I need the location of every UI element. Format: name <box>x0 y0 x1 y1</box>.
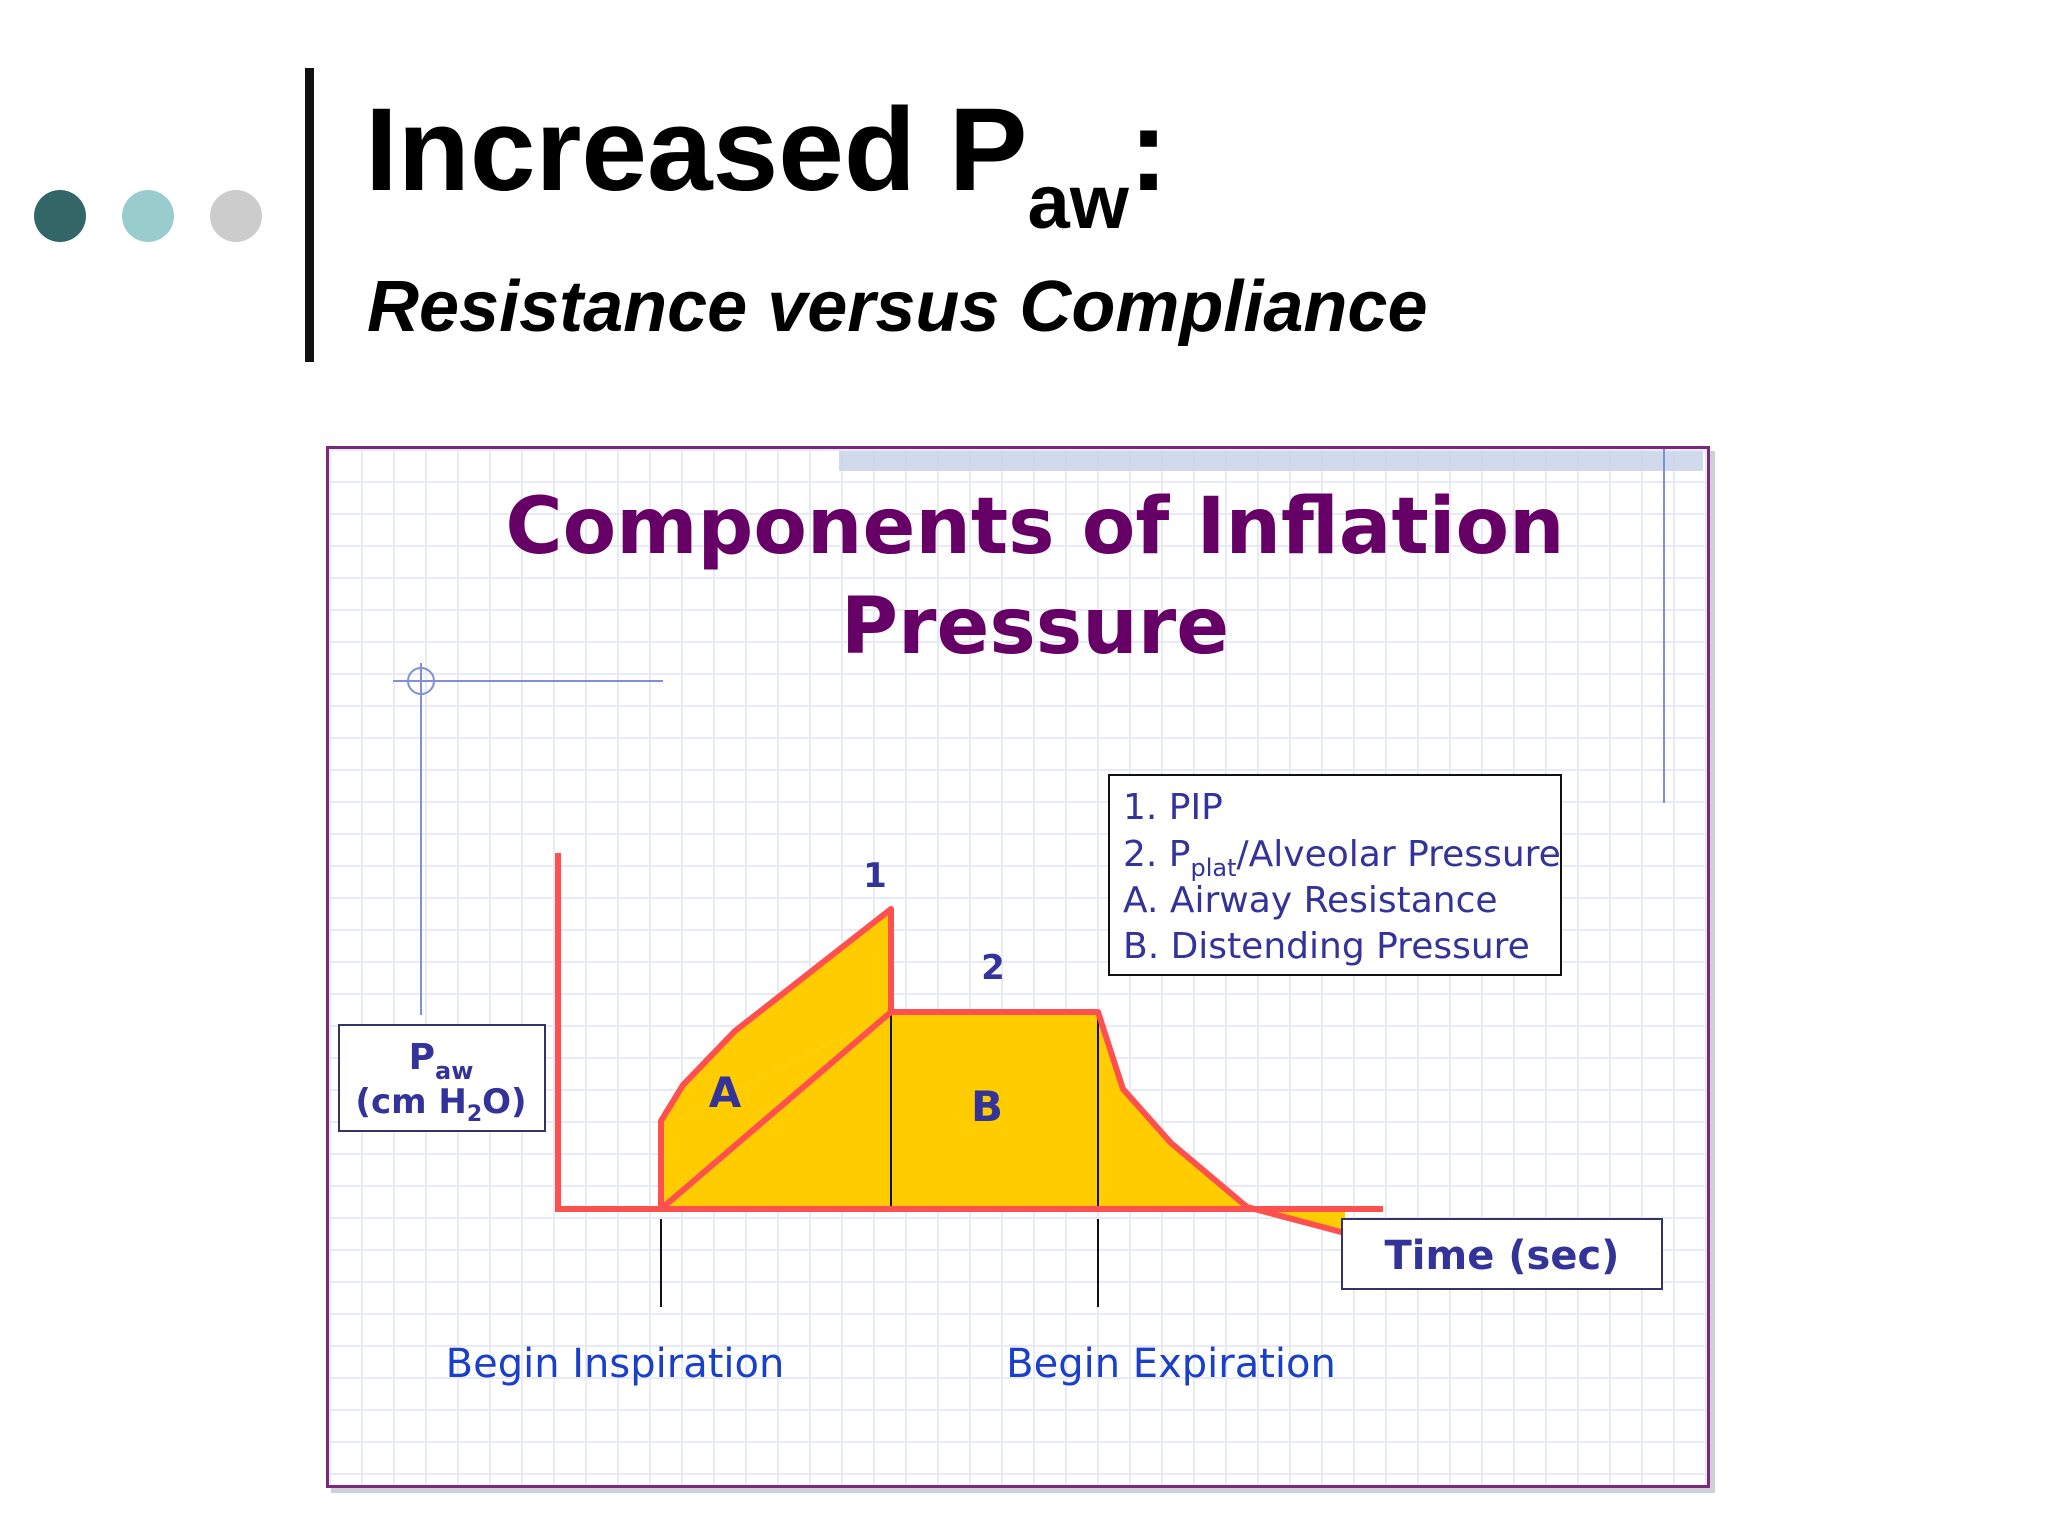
title-divider-bar <box>305 68 314 362</box>
slide-title: Increased Paw: <box>365 80 1169 245</box>
y-axis-label-line2: (cm H2O) <box>355 1082 526 1127</box>
region-a-label: A <box>709 1068 742 1117</box>
legend-item-pplat: 2. Pplat/Alveolar Pressure <box>1123 834 1561 882</box>
region-a-fill <box>661 909 891 1129</box>
inflation-pressure-diagram: Components of Inflation Pressure 1. PIP … <box>338 449 1703 1387</box>
marker-pip-1: 1 <box>863 856 887 896</box>
x-axis-label-box <box>1341 1218 1663 1290</box>
diagram-heading-line2: Pressure <box>841 582 1229 672</box>
begin-expiration-label: Begin Expiration <box>1006 1341 1336 1387</box>
legend-item-pip: 1. PIP <box>1123 787 1223 828</box>
title-subscript: aw <box>1027 160 1129 245</box>
region-b-label: B <box>971 1082 1003 1131</box>
pressure-curve <box>658 906 1346 1236</box>
light-teal-dot <box>122 190 174 242</box>
slide-subtitle: Resistance versus Compliance <box>367 267 1428 347</box>
y-axis-label-line1: Paw <box>409 1037 474 1085</box>
gray-dot <box>210 190 262 242</box>
x-axis-label: Time (sec) <box>1385 1233 1620 1279</box>
inflation-pressure-figure: Components of Inflation Pressure 1. PIP … <box>326 446 1710 1488</box>
distending-pressure-diagonal <box>659 1009 893 1212</box>
legend-item-airway-resistance: A. Airway Resistance <box>1123 880 1498 921</box>
diagram-heading-line1: Components of Inflation <box>505 482 1564 572</box>
legend-box <box>1108 774 1562 976</box>
y-axis-label-box <box>338 1024 546 1132</box>
dark-teal-dot <box>34 190 86 242</box>
legend-item-distending-pressure: B. Distending Pressure <box>1123 926 1530 967</box>
title-colon: : <box>1128 84 1169 216</box>
begin-inspiration-label: Begin Inspiration <box>446 1341 785 1387</box>
marker-pplat-2: 2 <box>981 948 1005 988</box>
decorative-dotted-strip <box>839 451 1703 471</box>
title-main: Increased P <box>365 84 1028 216</box>
guide-crosshair-circle <box>407 667 435 695</box>
region-b-fill <box>661 1012 1345 1233</box>
